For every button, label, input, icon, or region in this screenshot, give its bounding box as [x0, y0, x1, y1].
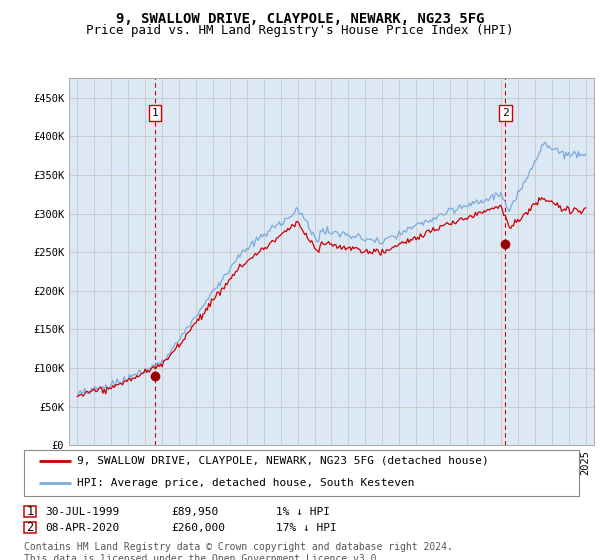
- Text: 1: 1: [26, 505, 34, 519]
- Text: £260,000: £260,000: [171, 522, 225, 533]
- Text: £89,950: £89,950: [171, 507, 218, 517]
- Text: Contains HM Land Registry data © Crown copyright and database right 2024.
This d: Contains HM Land Registry data © Crown c…: [24, 542, 453, 560]
- Text: 08-APR-2020: 08-APR-2020: [45, 522, 119, 533]
- Text: 2: 2: [502, 108, 509, 118]
- Text: 1% ↓ HPI: 1% ↓ HPI: [276, 507, 330, 517]
- Text: HPI: Average price, detached house, South Kesteven: HPI: Average price, detached house, Sout…: [77, 478, 415, 488]
- Text: 2: 2: [26, 521, 34, 534]
- Text: 17% ↓ HPI: 17% ↓ HPI: [276, 522, 337, 533]
- Text: 9, SWALLOW DRIVE, CLAYPOLE, NEWARK, NG23 5FG (detached house): 9, SWALLOW DRIVE, CLAYPOLE, NEWARK, NG23…: [77, 456, 488, 466]
- Text: 30-JUL-1999: 30-JUL-1999: [45, 507, 119, 517]
- Text: Price paid vs. HM Land Registry's House Price Index (HPI): Price paid vs. HM Land Registry's House …: [86, 24, 514, 37]
- Text: 9, SWALLOW DRIVE, CLAYPOLE, NEWARK, NG23 5FG: 9, SWALLOW DRIVE, CLAYPOLE, NEWARK, NG23…: [116, 12, 484, 26]
- Text: 1: 1: [152, 108, 158, 118]
